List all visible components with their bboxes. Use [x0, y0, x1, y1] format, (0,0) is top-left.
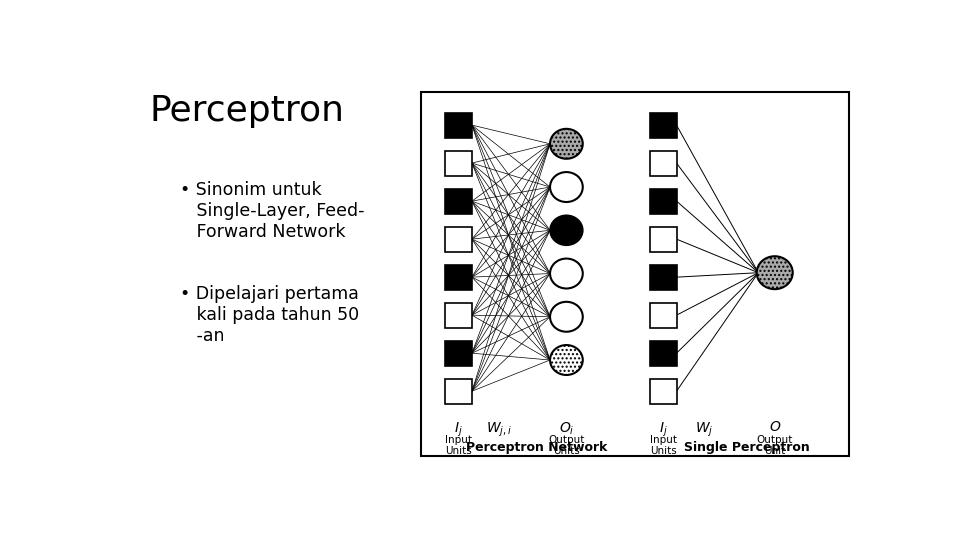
Text: $O_i$: $O_i$: [559, 420, 574, 437]
Ellipse shape: [550, 129, 583, 159]
Text: • Sinonim untuk
   Single-Layer, Feed-
   Forward Network: • Sinonim untuk Single-Layer, Feed- Forw…: [180, 181, 364, 241]
Ellipse shape: [550, 259, 583, 288]
FancyBboxPatch shape: [445, 151, 472, 176]
Text: $I_j$: $I_j$: [659, 420, 667, 438]
Text: Input
Units: Input Units: [445, 435, 472, 456]
Text: Perceptron: Perceptron: [150, 94, 345, 128]
Ellipse shape: [550, 345, 583, 375]
Text: $W_{j,i}$: $W_{j,i}$: [487, 420, 513, 438]
FancyBboxPatch shape: [650, 265, 677, 289]
Text: Output
Units: Output Units: [548, 435, 585, 456]
Ellipse shape: [550, 302, 583, 332]
FancyBboxPatch shape: [445, 341, 472, 366]
FancyBboxPatch shape: [445, 303, 472, 328]
Text: $O$: $O$: [769, 420, 780, 434]
Ellipse shape: [756, 256, 793, 289]
FancyBboxPatch shape: [650, 113, 677, 138]
Text: $I_j$: $I_j$: [454, 420, 463, 438]
Bar: [421, 92, 849, 456]
FancyBboxPatch shape: [650, 188, 677, 214]
Text: $W_j$: $W_j$: [695, 420, 713, 438]
FancyBboxPatch shape: [650, 227, 677, 252]
Ellipse shape: [550, 172, 583, 202]
FancyBboxPatch shape: [650, 151, 677, 176]
FancyBboxPatch shape: [445, 379, 472, 404]
FancyBboxPatch shape: [650, 341, 677, 366]
Text: Input
Units: Input Units: [650, 435, 677, 456]
Ellipse shape: [550, 215, 583, 245]
FancyBboxPatch shape: [650, 303, 677, 328]
FancyBboxPatch shape: [445, 113, 472, 138]
Text: Single Perceptron: Single Perceptron: [684, 441, 809, 454]
Text: Perceptron Network: Perceptron Network: [467, 441, 608, 454]
FancyBboxPatch shape: [445, 188, 472, 214]
Text: Output
Unit: Output Unit: [756, 435, 793, 456]
Text: • Dipelajari pertama
   kali pada tahun 50
   -an: • Dipelajari pertama kali pada tahun 50 …: [180, 285, 359, 345]
FancyBboxPatch shape: [650, 379, 677, 404]
FancyBboxPatch shape: [445, 265, 472, 289]
FancyBboxPatch shape: [445, 227, 472, 252]
